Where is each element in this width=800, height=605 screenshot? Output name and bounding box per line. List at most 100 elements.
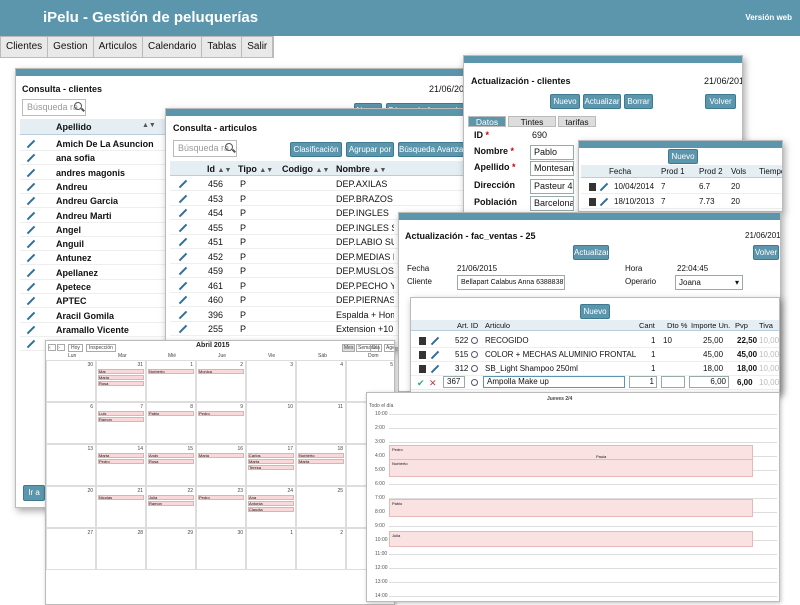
edit-icon[interactable]: [178, 324, 188, 334]
menu-item-tablas[interactable]: Tablas: [202, 37, 243, 57]
col-fecha[interactable]: Fecha: [609, 167, 632, 176]
edit-icon[interactable]: [26, 254, 36, 263]
day-cell[interactable]: 29: [146, 528, 196, 570]
version-link[interactable]: Versión web: [745, 13, 792, 22]
calendar-event[interactable]: Mar: [98, 369, 144, 374]
edit-icon[interactable]: [178, 295, 188, 305]
clientes-search-input[interactable]: Búsqueda rá: [22, 99, 86, 116]
table-row[interactable]: 522 RECOGIDO 1 10 25,00 22,50 10,00: [411, 334, 779, 348]
edit-icon[interactable]: [26, 211, 36, 220]
articulos-avanzada-button[interactable]: Búsqueda Avanzada: [398, 142, 464, 157]
art-id-field[interactable]: 367: [443, 376, 465, 388]
calendar-event[interactable]: Nicolas: [98, 495, 144, 500]
day-cell[interactable]: 2: [296, 528, 346, 570]
col-prod-1[interactable]: Prod 1: [661, 167, 685, 176]
day-cell[interactable]: 28: [96, 528, 146, 570]
calendar-event[interactable]: Rosa: [98, 381, 144, 386]
trash-icon[interactable]: [419, 351, 426, 359]
edit-icon[interactable]: [178, 252, 188, 261]
edit-icon[interactable]: [178, 237, 188, 247]
edit-icon[interactable]: [26, 154, 36, 163]
check-icon[interactable]: ✔: [417, 378, 425, 388]
ir-a-button[interactable]: Ir a: [23, 485, 45, 501]
calendar-event[interactable]: Andy: [148, 453, 194, 458]
cliente-field[interactable]: Bellapart Calabus Anna 638883878: [457, 275, 565, 290]
menu-item-gestion[interactable]: Gestion: [48, 37, 94, 57]
prev-icon[interactable]: ‹: [48, 344, 56, 351]
day-cell[interactable]: 3: [246, 360, 296, 402]
view-1[interactable]: Semana: [356, 344, 379, 352]
menu-item-salir[interactable]: Salir: [242, 37, 274, 57]
calendar-event[interactable]: Rosa: [148, 459, 194, 464]
table-row[interactable]: 454 P DEP.INGLES: [170, 206, 464, 220]
ventas-volver-button[interactable]: Volver: [753, 245, 779, 260]
day-cell[interactable]: 6: [46, 402, 96, 444]
day-cell[interactable]: 2 Monica: [196, 360, 246, 402]
table-row[interactable]: 452 P DEP.MEDIAS PIER: [170, 250, 464, 264]
search-icon[interactable]: [471, 379, 478, 386]
operario-select[interactable]: Joana ▾: [675, 275, 743, 290]
calendar-event[interactable]: Ramon: [148, 501, 194, 506]
menu-item-calendario[interactable]: Calendario: [143, 37, 203, 57]
day-cell[interactable]: 17 Carlos Marta Teresa: [246, 444, 296, 486]
day-cell[interactable]: 27: [46, 528, 96, 570]
calendar-event[interactable]: Ana: [248, 495, 294, 500]
edit-icon[interactable]: [599, 182, 609, 192]
calendar-event[interactable]: Norberto: [148, 369, 194, 374]
edit-icon[interactable]: [178, 179, 188, 189]
act-volver-button[interactable]: Volver: [705, 94, 736, 109]
edit-line-row[interactable]: ✔ ✕ 367 Ampolla Make up 1 6,00 6,00 10,00: [411, 376, 779, 390]
col-line-5[interactable]: Pvp: [735, 321, 748, 330]
col-line-6[interactable]: Tiva: [759, 321, 773, 330]
day-cell[interactable]: 1 Norberto: [146, 360, 196, 402]
today-button[interactable]: Hoy: [68, 344, 83, 352]
col-apellido[interactable]: Apellido: [56, 122, 92, 132]
calendar-event[interactable]: Julia: [148, 495, 194, 500]
view-0[interactable]: Mes: [342, 344, 356, 352]
day-cell[interactable]: 23 Pedro: [196, 486, 246, 528]
view-3[interactable]: Agenda: [384, 344, 394, 352]
calendar-event[interactable]: Marta: [248, 459, 294, 464]
day-cell[interactable]: 25: [296, 486, 346, 528]
tab-datos[interactable]: Datos: [468, 116, 506, 127]
edit-icon[interactable]: [178, 281, 188, 290]
col-line-3[interactable]: Dto %: [667, 321, 688, 330]
clasificacion-button[interactable]: Clasificación: [290, 142, 342, 157]
edit-icon[interactable]: [26, 182, 36, 192]
menu-item-clientes[interactable]: Clientes: [1, 37, 49, 57]
calendar-event[interactable]: Ramon: [98, 417, 144, 422]
edit-icon[interactable]: [178, 208, 188, 218]
calendar-event[interactable]: Maria: [98, 375, 144, 380]
day-cell[interactable]: 16 Maria: [196, 444, 246, 486]
day-cell[interactable]: 8 Pablo: [146, 402, 196, 444]
edit-icon[interactable]: [178, 266, 188, 276]
tab-tarifas[interactable]: tarifas: [558, 116, 596, 127]
col-codigo[interactable]: Codigo ▲▼: [282, 164, 330, 174]
lineas-nuevo-button[interactable]: Nuevo: [580, 304, 610, 319]
view-2[interactable]: Día: [370, 344, 382, 352]
day-cell[interactable]: 13: [46, 444, 96, 486]
edit-icon[interactable]: [26, 325, 36, 335]
edit-icon[interactable]: [26, 239, 36, 249]
edit-icon[interactable]: [430, 350, 440, 360]
edit-icon[interactable]: [178, 223, 188, 232]
search-icon[interactable]: [471, 351, 478, 358]
day-cell[interactable]: 7 Luis Ramon: [96, 402, 146, 444]
tab-tintes[interactable]: Tintes: [508, 116, 556, 127]
inspeccion-button[interactable]: Inspección: [86, 344, 116, 352]
act-nuevo-button[interactable]: Nuevo: [550, 94, 580, 109]
day-cell[interactable]: 18 Norberto Marta: [296, 444, 346, 486]
table-row[interactable]: 453 P DEP.BRAZOS: [170, 192, 464, 206]
close-icon[interactable]: ✕: [429, 378, 437, 388]
day-cell[interactable]: 24 Ana Antonia Claudia: [246, 486, 296, 528]
day-cell[interactable]: 21 Nicolas: [96, 486, 146, 528]
cant-field[interactable]: 1: [629, 376, 657, 388]
calendar-event[interactable]: Claudia: [248, 507, 294, 512]
day-cell[interactable]: 14 Marta Pedro: [96, 444, 146, 486]
search-icon[interactable]: [471, 337, 478, 344]
sort-icon[interactable]: ▲▼: [142, 122, 156, 129]
day-cell[interactable]: 22 Julia Ramon: [146, 486, 196, 528]
edit-icon[interactable]: [26, 268, 36, 277]
apellido-field[interactable]: Montesano: [530, 161, 574, 176]
edit-icon[interactable]: [430, 364, 440, 374]
